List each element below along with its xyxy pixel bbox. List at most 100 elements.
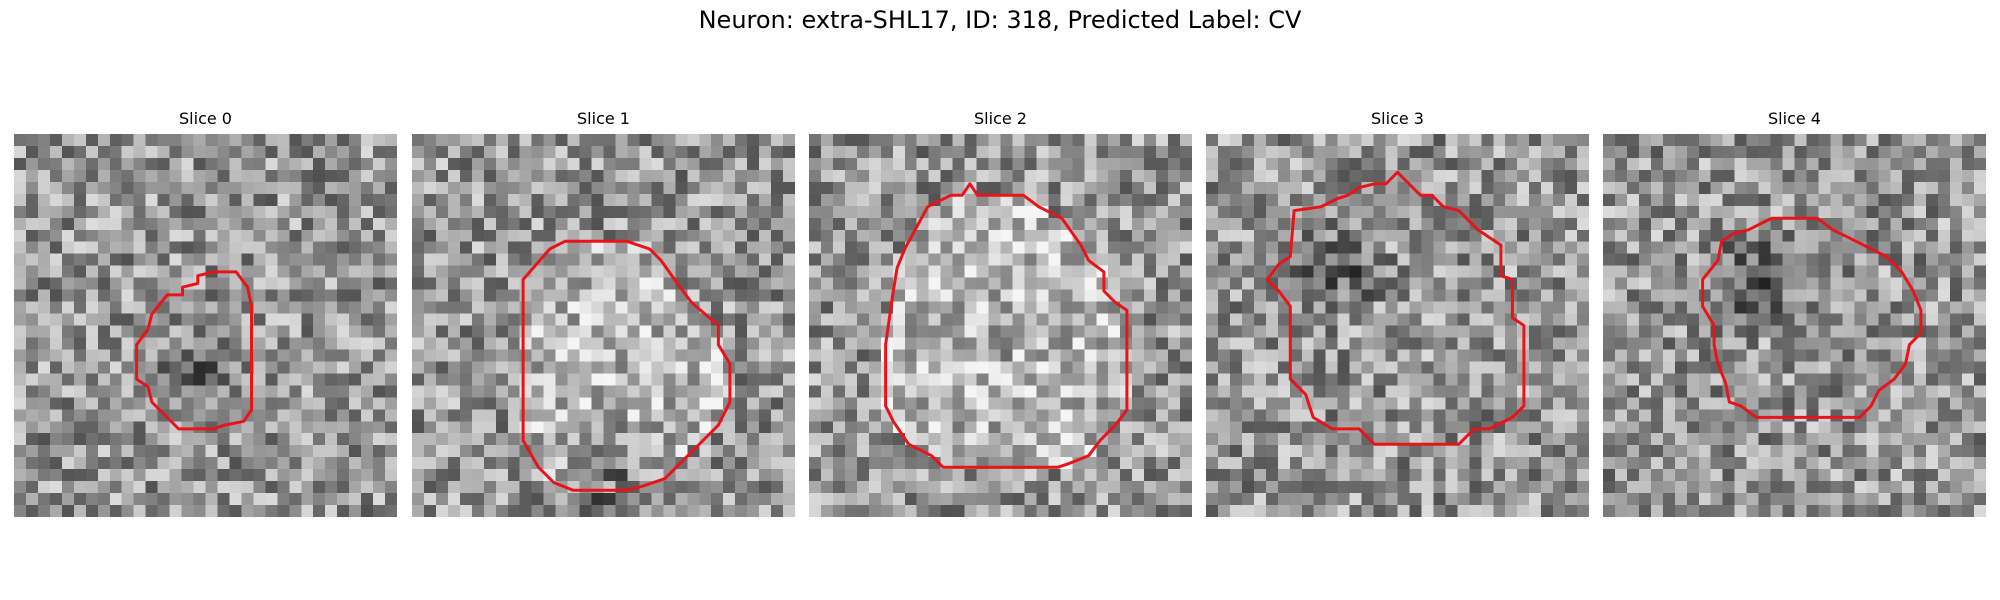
pixel-cell: [1553, 169, 1566, 183]
pixel-cell: [423, 205, 437, 219]
pixel-cell: [699, 349, 712, 363]
pixel-cell: [1277, 157, 1291, 171]
pixel-cell: [904, 289, 918, 303]
pixel-cell: [109, 373, 123, 386]
pixel-cell: [471, 169, 485, 183]
pixel-cell: [1409, 409, 1423, 422]
pixel-cell: [687, 337, 700, 351]
pixel-cell: [1096, 253, 1109, 267]
pixel-cell: [1000, 134, 1014, 147]
pixel-cell: [964, 313, 978, 327]
pixel-cell: [1048, 313, 1061, 327]
pixel-cell: [1265, 193, 1279, 207]
pixel-cell: [1710, 205, 1724, 219]
pixel-cell: [1577, 505, 1589, 517]
pixel-cell: [1505, 457, 1518, 470]
pixel-cell: [109, 181, 123, 195]
pixel-cell: [121, 325, 135, 339]
pixel-cell: [1674, 289, 1688, 303]
pixel-cell: [169, 241, 183, 255]
pixel-cell: [447, 301, 461, 315]
pixel-cell: [1638, 265, 1652, 279]
pixel-cell: [1000, 313, 1014, 327]
pixel-cell: [1337, 289, 1351, 303]
pixel-cell: [37, 313, 51, 327]
pixel-cell: [181, 217, 195, 231]
pixel-cell: [25, 277, 39, 291]
pixel-cell: [1373, 337, 1387, 351]
pixel-cell: [1313, 493, 1327, 506]
pixel-cell: [1337, 397, 1351, 410]
pixel-cell: [1565, 313, 1578, 327]
pixel-cell: [1349, 469, 1363, 482]
pixel-cell: [1241, 325, 1255, 339]
pixel-cell: [820, 493, 834, 506]
pixel-cell: [109, 301, 123, 315]
pixel-cell: [447, 361, 461, 374]
pixel-cell: [1866, 193, 1879, 207]
pixel-cell: [1349, 241, 1363, 255]
pixel-cell: [1313, 469, 1327, 482]
pixel-cell: [868, 493, 882, 506]
pixel-cell: [1457, 481, 1470, 494]
pixel-cell: [495, 265, 509, 279]
pixel-cell: [1481, 409, 1494, 422]
pixel-cell: [579, 325, 593, 339]
pixel-cell: [361, 301, 374, 315]
pixel-cell: [1385, 289, 1399, 303]
pixel-cell: [1926, 373, 1939, 386]
pixel-cell: [964, 229, 978, 243]
pixel-cell: [412, 493, 425, 506]
pixel-cell: [459, 301, 473, 315]
pixel-cell: [471, 205, 485, 219]
pixel-cell: [157, 325, 171, 339]
pixel-cell: [507, 421, 521, 434]
pixel-cell: [1277, 385, 1291, 398]
pixel-cell: [1084, 277, 1097, 291]
pixel-cell: [1770, 433, 1784, 446]
pixel-cell: [1626, 325, 1640, 339]
pixel-cell: [1565, 361, 1578, 374]
pixel-cell: [1710, 373, 1724, 386]
pixel-cell: [1770, 313, 1784, 327]
pixel-cell: [1206, 385, 1219, 398]
pixel-cell: [1553, 193, 1566, 207]
pixel-cell: [1553, 325, 1566, 339]
slice-title: Slice 2: [974, 109, 1027, 128]
pixel-cell: [1603, 193, 1616, 207]
pixel-cell: [1000, 205, 1014, 219]
pixel-cell: [157, 277, 171, 291]
pixel-cell: [868, 217, 882, 231]
pixel-cell: [25, 469, 39, 482]
pixel-cell: [1830, 349, 1843, 363]
pixel-cell: [567, 181, 581, 195]
pixel-cell: [1206, 397, 1219, 410]
pixel-cell: [603, 397, 617, 410]
pixel-cell: [1421, 205, 1435, 219]
pixel-cell: [1541, 313, 1554, 327]
pixel-cell: [61, 493, 75, 506]
pixel-cell: [97, 205, 111, 219]
pixel-cell: [265, 277, 278, 291]
pixel-cell: [1024, 241, 1038, 255]
pixel-cell: [1517, 205, 1530, 219]
pixel-cell: [1325, 481, 1339, 494]
pixel-cell: [928, 481, 942, 494]
pixel-cell: [904, 169, 918, 183]
pixel-cell: [844, 205, 858, 219]
pixel-cell: [1036, 445, 1049, 458]
pixel-cell: [892, 157, 906, 171]
pixel-cell: [735, 397, 748, 410]
pixel-cell: [1168, 181, 1181, 195]
pixel-cell: [459, 325, 473, 339]
pixel-cell: [277, 134, 290, 147]
pixel-cell: [435, 241, 449, 255]
pixel-cell: [14, 421, 27, 434]
pixel-cell: [483, 134, 497, 147]
pixel-cell: [1060, 397, 1073, 410]
pixel-cell: [1577, 313, 1589, 327]
pixel-cell: [325, 445, 338, 458]
pixel-cell: [856, 337, 870, 351]
pixel-cell: [1120, 481, 1133, 494]
pixel-cell: [507, 145, 521, 159]
